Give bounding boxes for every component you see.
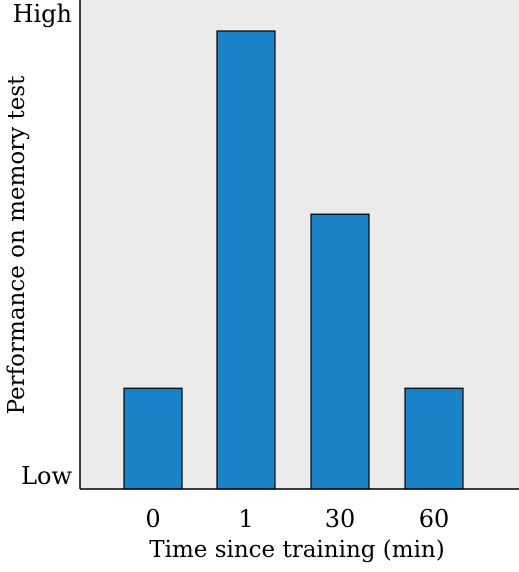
x-tick-labels-group: 0 1 30 60 bbox=[145, 505, 449, 533]
x-tick-label-30: 30 bbox=[325, 505, 356, 533]
y-tick-label-low: Low bbox=[21, 462, 72, 490]
y-axis-title: Performance on memory test bbox=[4, 75, 30, 415]
bar-60 bbox=[404, 387, 464, 490]
bar-30 bbox=[310, 213, 370, 490]
bars-group bbox=[123, 30, 464, 490]
x-tick-label-1: 1 bbox=[238, 505, 253, 533]
bar-0 bbox=[123, 387, 183, 490]
x-tick-label-0: 0 bbox=[145, 505, 160, 533]
x-axis-title: Time since training (min) bbox=[149, 537, 444, 563]
x-tick-label-60: 60 bbox=[419, 505, 450, 533]
bar-1 bbox=[216, 30, 276, 490]
y-tick-label-high: High bbox=[13, 0, 72, 28]
